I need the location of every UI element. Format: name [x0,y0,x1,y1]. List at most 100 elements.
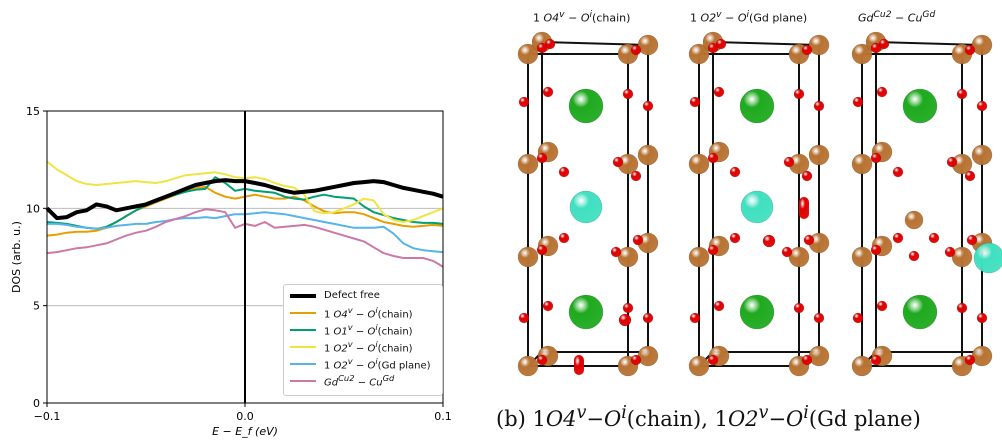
o-atom [707,244,719,256]
o-atom [542,300,554,312]
cu-atom [971,345,993,367]
o-atom [781,246,793,258]
o-atom [956,302,968,314]
legend-label: GdCu2 − CuGd [324,372,395,389]
o-atom [876,300,888,312]
cu-atom [951,246,973,268]
o-atom [803,234,815,246]
o-atom [852,96,864,108]
gd-atom [739,88,775,124]
o-atom [966,234,978,246]
cu-atom [688,153,710,175]
o-atom [707,152,719,164]
cell-edge [712,41,820,46]
cu-atom [517,355,539,377]
o-atom [642,312,654,324]
ba-atom [740,190,774,224]
cu-atom [808,144,830,166]
o-atom [642,100,654,112]
cu-atom [808,34,830,56]
o-atom [801,170,813,182]
dos-line-chart: 0 5 10 15 −0.1 0.0 0.1 DOS (arb. u.) E − E_f (… [10,105,452,438]
structure-title-gd-cu: GdCu2 − CuGd [858,9,936,25]
o-atom [689,312,701,324]
y-axis-label: DOS (arb. u.) [10,221,23,293]
cu-atom [808,345,830,367]
cell-edge [541,41,649,46]
legend-swatch [290,293,316,298]
gd-atom [902,294,938,330]
o-atom [976,100,988,112]
legend-swatch [290,362,316,365]
y-tick-label: 5 [33,300,40,313]
legend-swatch [290,328,316,331]
cu-atom [971,34,993,56]
o-atom [892,166,904,178]
o-atom [783,156,795,168]
o-atom [707,354,719,366]
legend-label: 1 O2v − Oi(chain) [324,338,413,355]
o-atom [801,354,813,366]
o-atom [536,152,548,164]
o-atom [946,156,958,168]
cu-atom [688,43,710,65]
o-atom [964,170,976,182]
o-atom [729,232,741,244]
legend-entry-o4-chain: 1 O4v − Oi(chain) [290,304,413,321]
o-atom [964,44,976,56]
o-atom [801,44,813,56]
cu-atom [851,153,873,175]
cu-atom [637,345,659,367]
cu-atom [851,43,873,65]
o-atom [630,44,642,56]
o-atom [518,96,530,108]
cu-atom [637,34,659,56]
o-atom [729,166,741,178]
cu-atom [851,246,873,268]
o-atom [870,354,882,366]
y-tick-label: 15 [26,105,40,118]
o-atom [976,312,988,324]
legend-label: 1 O4v − Oi(chain) [324,304,413,321]
legend-swatch [290,311,316,314]
o-atom [793,88,805,100]
cu-atom [971,144,993,166]
o-atom [713,300,725,312]
o-atom [536,244,548,256]
o-atom [793,302,805,314]
o-atom [630,354,642,366]
x-tick-label: −0.1 [34,410,61,423]
o-atom [518,312,530,324]
gd-atom [739,294,775,330]
o-atom [542,86,554,98]
legend-label: 1 O1v − Oi(chain) [324,321,413,338]
legend-label: 1 O2v − Oi(Gd plane) [324,355,431,372]
o-atom [876,86,888,98]
x-axis-label: E − E_f (eV) [212,425,278,438]
o-atom [689,96,701,108]
cu-atom [788,246,810,268]
legend-entry-gd-cu: GdCu2 − CuGd [290,372,394,389]
o-vacancy-neighbor [762,234,776,248]
o-atom [536,354,548,366]
cu-antisite [904,210,924,230]
ba-atom [569,190,603,224]
o-interstitial [618,313,632,327]
o-atom [622,302,634,314]
x-tick-label: 0.1 [434,410,452,423]
o-atom [610,246,622,258]
o-atom [544,38,556,50]
o-atom [715,38,727,50]
cu-atom [517,153,539,175]
o-atom [892,232,904,244]
o-displaced [574,355,584,375]
gd-atom [568,88,604,124]
antisite-atom [973,242,1002,274]
cu-atom [517,43,539,65]
o-atom [870,152,882,164]
o-atom [813,100,825,112]
o-atom [813,312,825,324]
legend-entry-defect-free: Defect free [290,287,380,304]
o-interstitial [799,197,809,219]
structure-title-o2-gd-plane: 1 O2v − Oi(Gd plane) [690,9,808,25]
